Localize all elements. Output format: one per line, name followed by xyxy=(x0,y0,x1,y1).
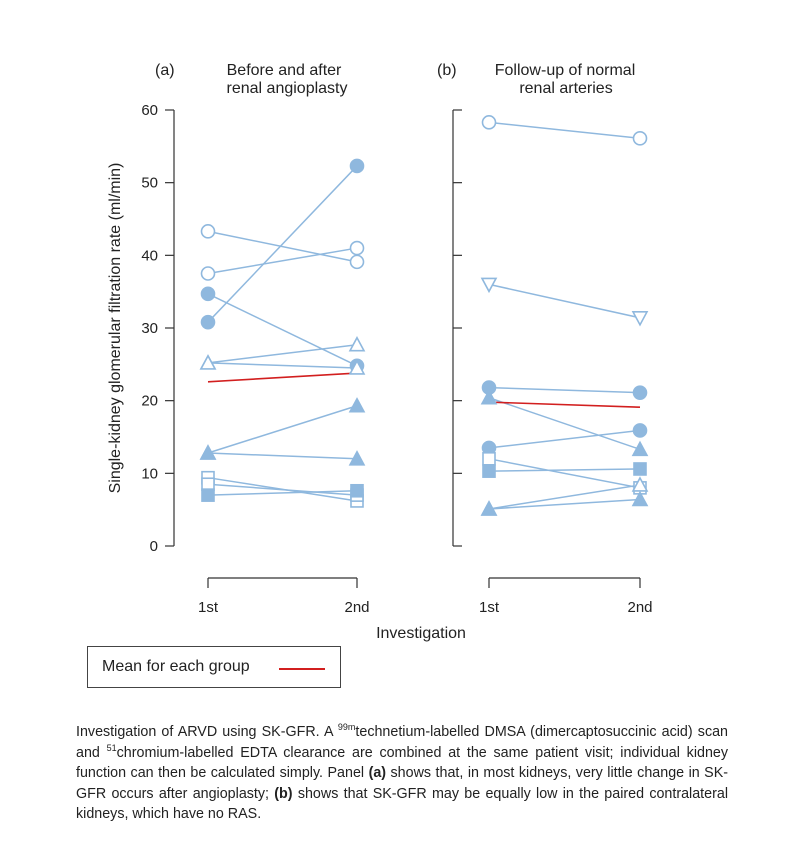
y-tick-label-40: 40 xyxy=(141,247,158,264)
panel-a-series-3-point-1 xyxy=(200,314,216,330)
panel-b-title-line2: renal arteries xyxy=(519,80,612,97)
y-tick-label-0: 0 xyxy=(150,538,158,555)
panel-b-series-9-point-1 xyxy=(480,500,498,516)
panel-a-series-6-point-2 xyxy=(348,359,366,375)
y-axis-title: Single-kidney glomerular filtration rate… xyxy=(107,163,124,494)
axes-layer: 0 10 20 30 40 50 60 1st 2nd 1st 2nd xyxy=(141,102,652,616)
caption-part-2: technetium-labelled DMSA (dimercaptosucc… xyxy=(76,724,728,761)
y-tick-label-50: 50 xyxy=(141,175,158,192)
panel-a-series-1-point-2 xyxy=(349,254,365,270)
panel-a-series-7-point-2 xyxy=(348,397,366,413)
caption-superscript-51: 51 xyxy=(106,742,117,753)
panel-b-series-6-line xyxy=(488,458,641,489)
panel-b-series-7-point-2 xyxy=(633,462,647,476)
panel-b-series-2-point-2 xyxy=(631,311,649,327)
panel-a-mean-line xyxy=(207,372,358,383)
panel-a-x-tick-label-1st: 1st xyxy=(198,599,219,616)
panel-b-series-3-line xyxy=(488,386,641,394)
panel-b-series-1-line xyxy=(488,121,641,140)
markers-layer xyxy=(199,115,649,516)
panel-a-series-7-line xyxy=(207,405,358,454)
panel-b-series-9-point-2 xyxy=(631,490,649,507)
caption-part-4: shows that, in most kidneys, very little… xyxy=(76,765,729,802)
panel-b-series-1-point-1 xyxy=(481,115,497,130)
panel-a-series-2-point-2 xyxy=(349,240,365,256)
y-tick-label-20: 20 xyxy=(141,393,158,410)
y-tick-label-30: 30 xyxy=(141,320,158,337)
panel-a-series-5-point-2 xyxy=(348,336,366,352)
panel-a-series-3-line xyxy=(207,165,358,323)
caption-panel-a-ref: (a) xyxy=(368,765,387,781)
panel-b-series-2-line xyxy=(488,283,641,319)
mean-lines-layer xyxy=(207,372,641,409)
panel-a-series-3-point-2 xyxy=(349,158,365,174)
x-axis-title: Investigation xyxy=(376,625,466,642)
panel-a-series-4-line xyxy=(207,293,358,367)
panel-b-series-4-line xyxy=(488,429,641,449)
panel-b-x-tick-label-1st: 1st xyxy=(479,599,500,616)
panel-b-series-5-point-1 xyxy=(480,389,498,405)
legend: Mean for each group xyxy=(87,646,341,688)
panel-a-title-line1: Before and after xyxy=(227,62,342,79)
panel-a-series-11-line xyxy=(207,490,358,496)
y-tick-label-10: 10 xyxy=(141,465,158,482)
panel-a-series-2-point-1 xyxy=(200,266,216,281)
panel-b-series-5-line xyxy=(488,397,641,451)
panel-a-series-1-point-1 xyxy=(200,224,216,239)
panel-a-series-8-line xyxy=(207,452,358,460)
panel-b-series-7-point-1 xyxy=(482,464,496,478)
panel-b-series-8-line xyxy=(488,484,641,510)
panel-b-title-line1: Follow-up of normal xyxy=(495,62,636,79)
panel-a-title-line2: renal angioplasty xyxy=(227,80,348,97)
panel-b-x-tick-label-2nd: 2nd xyxy=(627,599,652,616)
panel-a-series-8-point-2 xyxy=(348,450,366,466)
glomerular-filtration-chart: (a) Before and after renal angioplasty (… xyxy=(107,62,653,642)
panel-b-series-4-point-2 xyxy=(632,423,648,438)
panel-a-x-tick-label-2nd: 2nd xyxy=(344,599,369,616)
caption-part-1: Investigation of ARVD using SK-GFR. A xyxy=(76,724,338,740)
panel-b-series-6-point-1 xyxy=(482,451,496,466)
panel-a-series-10-line xyxy=(207,483,358,496)
panel-a-series-5-line xyxy=(207,343,358,364)
panel-b-series-5-point-2 xyxy=(631,440,649,457)
series-lines-layer xyxy=(207,121,641,510)
y-tick-label-60: 60 xyxy=(141,102,158,119)
panel-b-series-2-point-1 xyxy=(480,277,498,294)
caption-part-5: shows that SK-GFR may be equally low in … xyxy=(76,785,728,823)
caption-part-3: chromium-labelled EDTA clearance are com… xyxy=(76,744,728,782)
panel-a-series-1-line xyxy=(207,230,358,263)
panel-b-mean-line xyxy=(488,401,641,409)
caption-superscript-99m: 99m xyxy=(337,722,356,733)
panel-a-series-11-point-2 xyxy=(350,483,364,498)
legend-mean-line-swatch xyxy=(279,668,325,670)
legend-label: Mean for each group xyxy=(102,658,250,675)
panel-b-series-7-line xyxy=(488,468,641,472)
panel-b-series-1-point-2 xyxy=(632,131,648,146)
panel-a-label: (a) xyxy=(155,62,175,79)
panel-a-series-8-point-1 xyxy=(199,444,217,460)
panel-a-series-11-point-1 xyxy=(201,488,215,502)
panel-a-series-4-point-1 xyxy=(200,286,216,302)
panel-b-series-9-line xyxy=(488,498,641,510)
panel-a-series-6-point-1 xyxy=(199,354,217,370)
figure-caption: Investigation of ARVD using SK-GFR. A 99… xyxy=(76,722,728,825)
panel-a-series-2-line xyxy=(207,247,358,275)
panel-b-label: (b) xyxy=(437,62,457,79)
panel-b-series-3-point-2 xyxy=(632,385,648,400)
panel-a-series-6-line xyxy=(207,362,358,369)
caption-panel-b-ref: (b) xyxy=(274,785,293,802)
